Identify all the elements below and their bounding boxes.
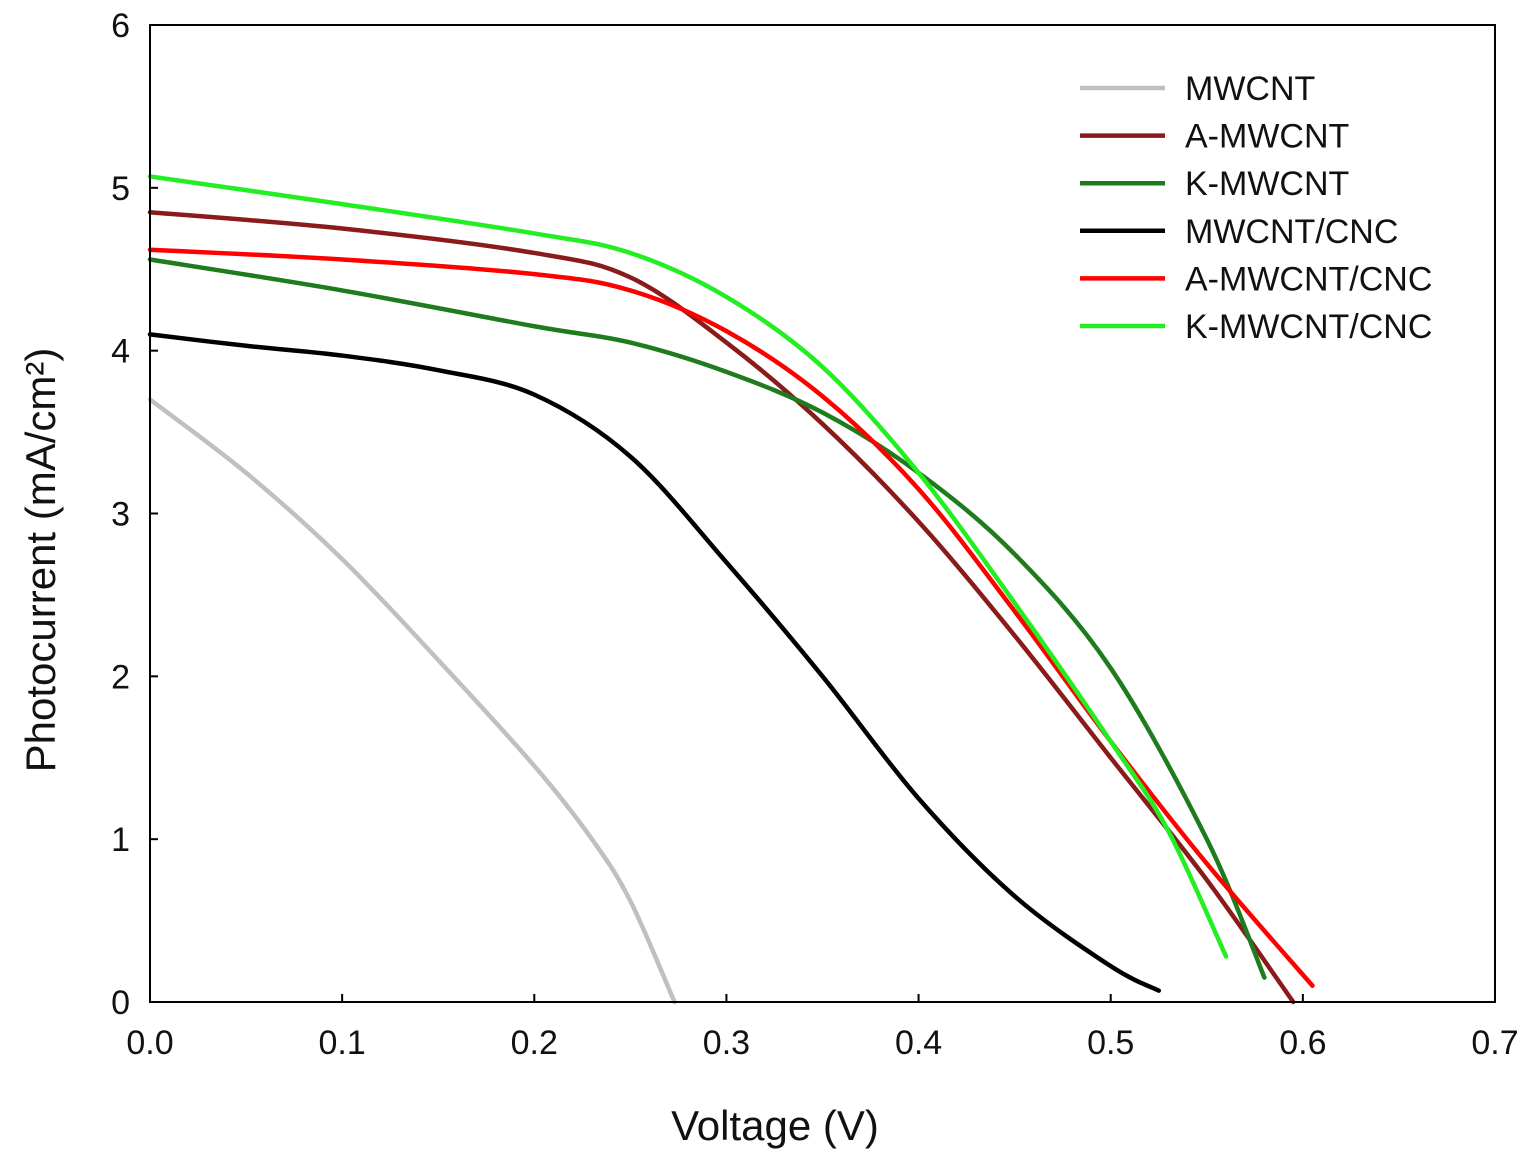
y-tick-label: 0 [111, 984, 130, 1022]
series-line-k-mwcnt-cnc [147, 174, 1229, 959]
x-axis-label: Voltage (V) [671, 1102, 879, 1149]
x-tick-label: 0.0 [126, 1024, 173, 1062]
x-tick-label: 0.6 [1279, 1024, 1326, 1062]
x-tick-label: 0.3 [703, 1024, 750, 1062]
y-tick-label: 4 [111, 333, 130, 371]
legend-label: MWCNT/CNC [1185, 213, 1398, 251]
series-line-a-mwcnt [147, 210, 1296, 1005]
x-tick-label: 0.4 [895, 1024, 942, 1062]
legend-label: K-MWCNT/CNC [1185, 308, 1432, 346]
y-tick-label: 6 [111, 7, 130, 45]
legend-label: A-MWCNT/CNC [1185, 260, 1432, 298]
series-line-mwcnt-cnc [147, 332, 1161, 993]
x-tick-label: 0.5 [1087, 1024, 1134, 1062]
legend-label: A-MWCNT [1185, 118, 1349, 156]
y-tick-label: 1 [111, 821, 130, 859]
x-tick-label: 0.7 [1471, 1024, 1518, 1062]
legend: MWCNT A-MWCNT K-MWCNT MWCNT/CNC A-MWCNT/CNC K… [1080, 70, 1432, 346]
series-line-a-mwcnt-cnc [147, 247, 1315, 988]
y-tick-label: 2 [111, 658, 130, 696]
series-line-mwcnt [147, 397, 677, 1005]
y-tick-label: 5 [111, 170, 130, 208]
x-tick-label: 0.1 [319, 1024, 366, 1062]
legend-label: K-MWCNT [1185, 165, 1349, 203]
series-line-k-mwcnt [147, 257, 1267, 980]
ticks: 0.0 0.1 0.2 0.3 0.4 0.5 0.6 0.7 0 1 2 3 4 5 6 [111, 7, 1519, 1062]
y-axis-label: Photocurrent (mA/cm²) [17, 348, 64, 773]
legend-label: MWCNT [1185, 70, 1315, 108]
x-tick-label: 0.2 [511, 1024, 558, 1062]
series-layer [147, 174, 1315, 1005]
y-tick-label: 3 [111, 496, 130, 534]
